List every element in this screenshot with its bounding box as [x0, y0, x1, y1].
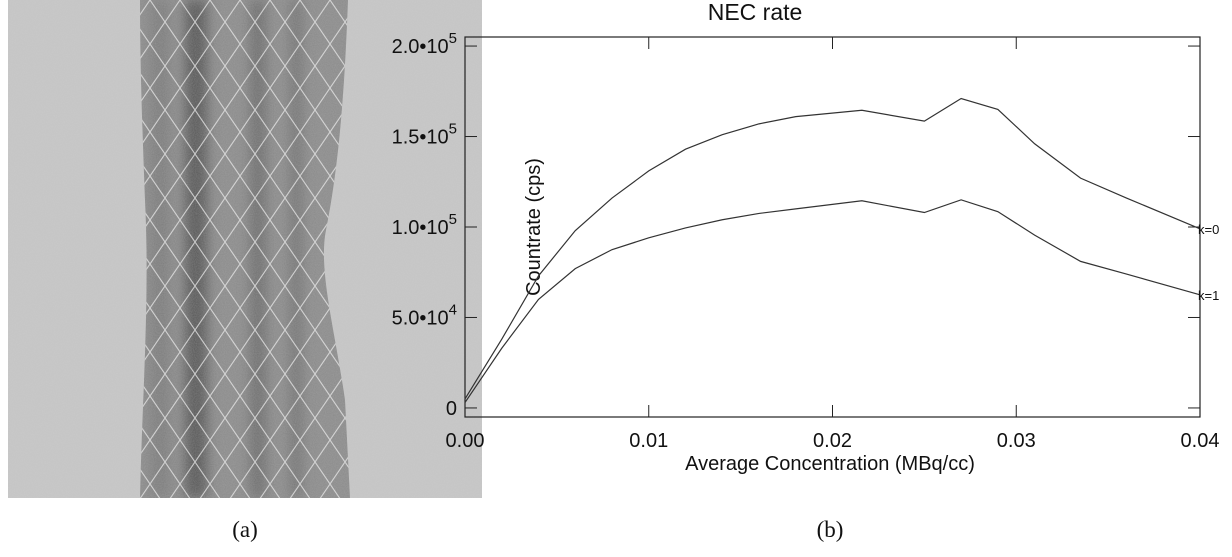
x-axis-label: Average Concentration (MBq/cc)	[685, 453, 975, 475]
caption: (a)	[232, 517, 258, 542]
x-tick-label: 0.02	[813, 430, 852, 452]
figure: (a) (b) NEC rate Average Concentration (…	[0, 0, 1232, 552]
y-tick-label: 0	[446, 398, 457, 420]
photo	[8, 0, 482, 498]
caption: (b)	[817, 517, 844, 542]
series-line	[465, 99, 1200, 399]
chart-title: NEC rate	[708, 0, 803, 25]
series-label: k=0	[1198, 222, 1219, 237]
x-tick-label: 0.03	[997, 430, 1036, 452]
series-label: k=1	[1198, 288, 1219, 303]
x-tick-label: 0.01	[629, 430, 668, 452]
plot-frame	[465, 37, 1200, 417]
x-tick-label: 0.04	[1181, 430, 1220, 452]
y-axis-label: Countrate (cps)	[523, 158, 545, 296]
x-tick-label: 0.00	[446, 430, 485, 452]
